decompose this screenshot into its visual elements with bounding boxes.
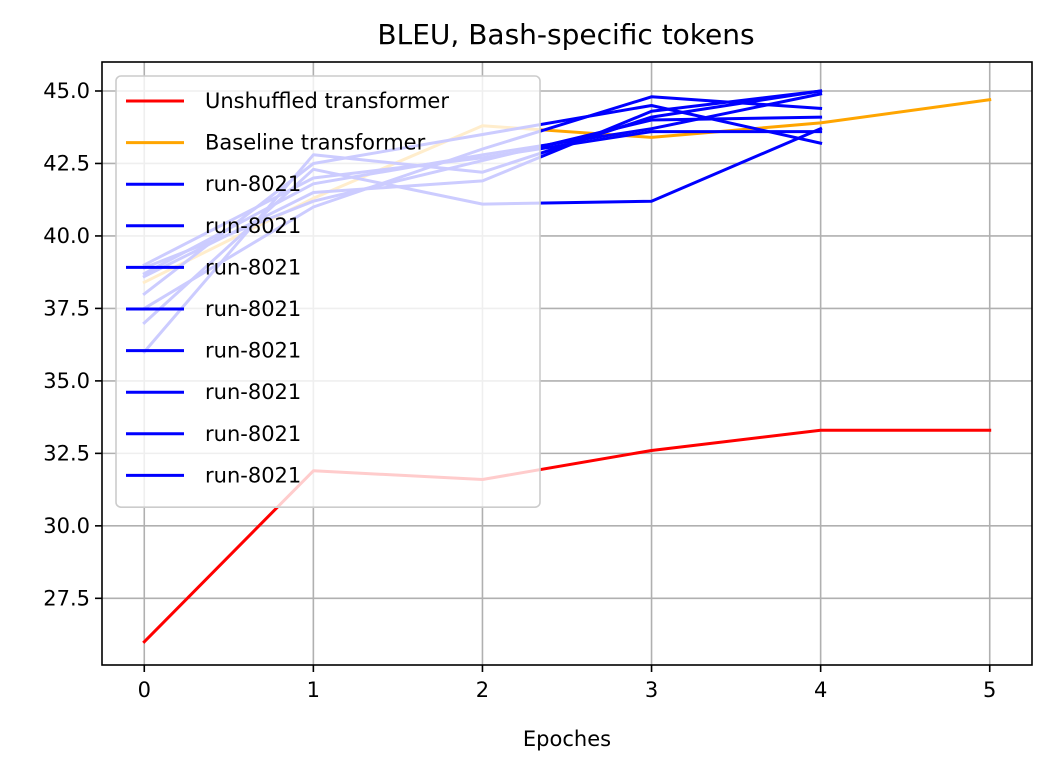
x-tick-label: 4 bbox=[814, 678, 827, 702]
legend: Unshuffled transformer Baseline transform… bbox=[115, 75, 541, 509]
x-tick-label: 2 bbox=[476, 678, 489, 702]
y-tick-label: 30.0 bbox=[43, 514, 90, 538]
legend-label: Baseline transformer bbox=[205, 131, 426, 155]
legend-label: run-8021 bbox=[205, 297, 301, 321]
y-tick-label: 32.5 bbox=[43, 441, 90, 465]
legend-label: run-8021 bbox=[205, 255, 301, 279]
x-tick-label: 5 bbox=[983, 678, 996, 702]
y-tick-label: 27.5 bbox=[43, 586, 90, 610]
legend-label: run-8021 bbox=[205, 214, 301, 238]
legend-box bbox=[115, 75, 541, 509]
legend-label: run-8021 bbox=[205, 463, 301, 487]
ticks-group: 0 1 2 3 4 5 27.5 30.0 32.5 35.0 37.5 40.0 42.5 45.0 bbox=[43, 79, 996, 702]
x-axis-label: Epoches bbox=[523, 727, 611, 751]
x-tick-label: 3 bbox=[645, 678, 658, 702]
chart-title: BLEU, Bash-specific tokens bbox=[377, 18, 754, 51]
y-tick-label: 45.0 bbox=[43, 79, 90, 103]
legend-label: run-8021 bbox=[205, 380, 301, 404]
legend-label: run-8021 bbox=[205, 172, 301, 196]
x-tick-label: 0 bbox=[138, 678, 151, 702]
x-tick-label: 1 bbox=[307, 678, 320, 702]
y-tick-label: 37.5 bbox=[43, 296, 90, 320]
legend-label: Unshuffled transformer bbox=[205, 89, 449, 113]
legend-label: run-8021 bbox=[205, 422, 301, 446]
y-tick-label: 35.0 bbox=[43, 369, 90, 393]
y-tick-label: 40.0 bbox=[43, 224, 90, 248]
y-tick-label: 42.5 bbox=[43, 151, 90, 175]
legend-label: run-8021 bbox=[205, 339, 301, 363]
plot-frame bbox=[101, 61, 1033, 666]
